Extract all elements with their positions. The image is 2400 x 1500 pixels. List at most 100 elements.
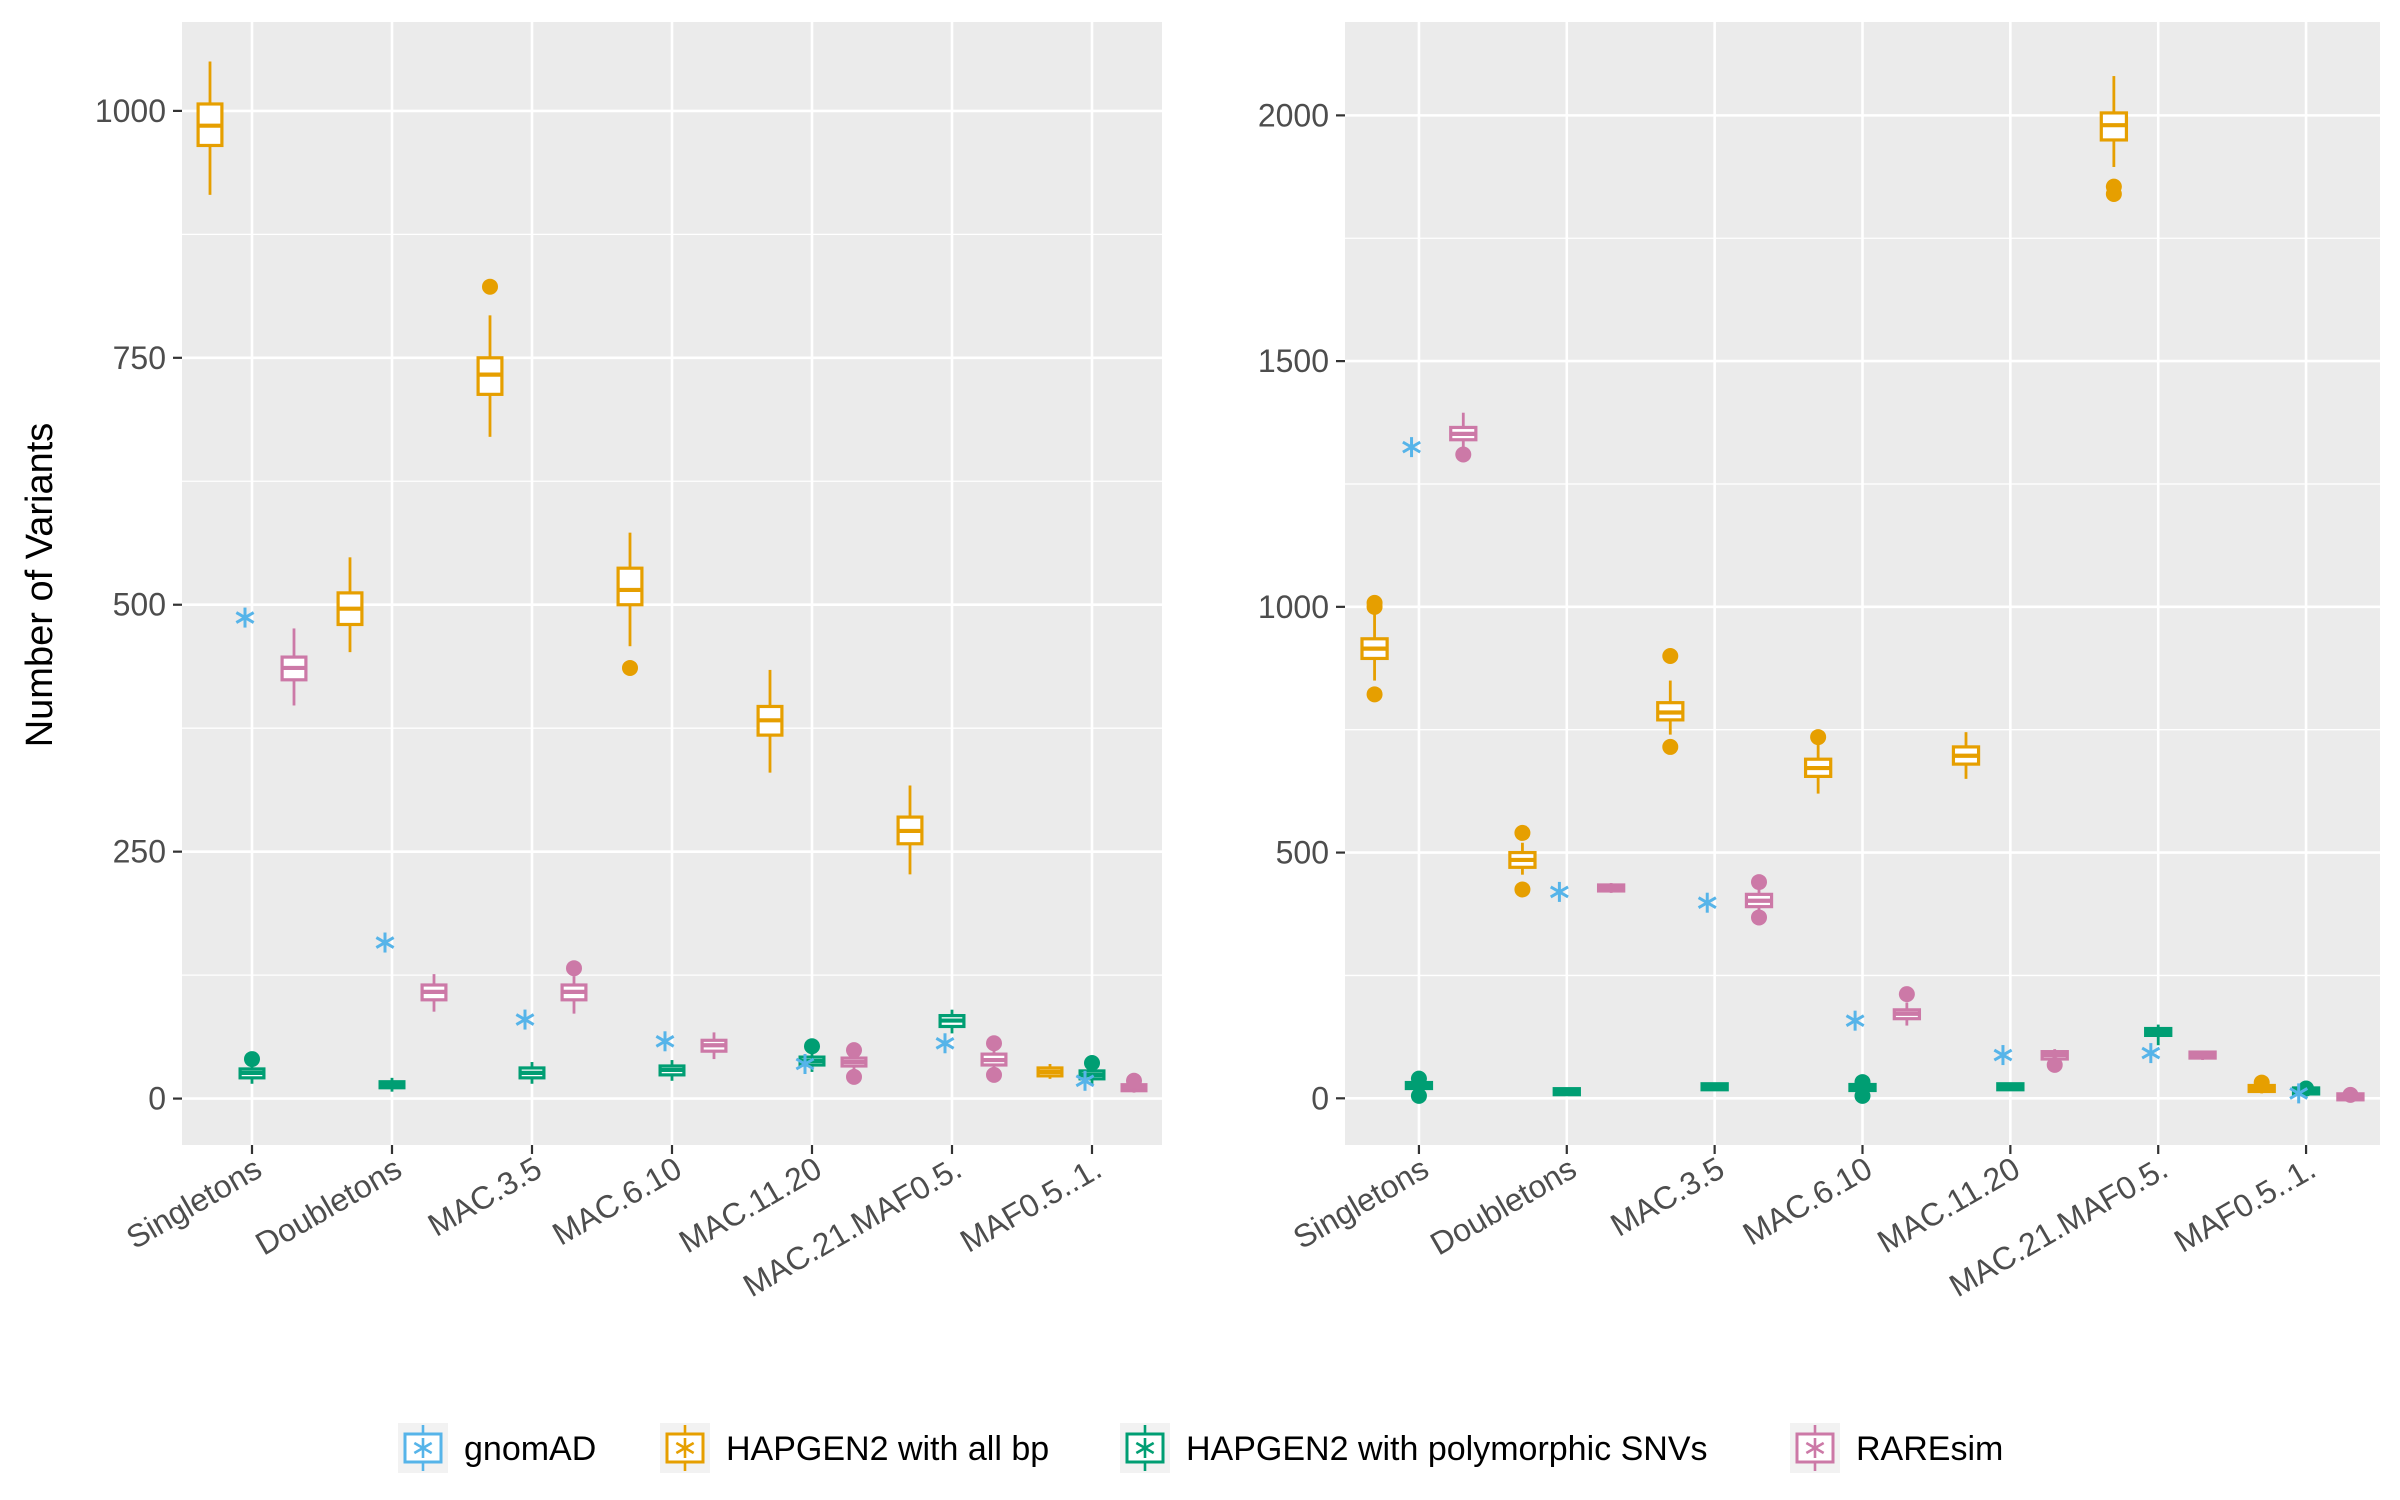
panel2-box-hapgen2-with-all-bp bbox=[2247, 1074, 2276, 1094]
outlier-point bbox=[2342, 1086, 2359, 1103]
panel1-x-tick-label: Singletons bbox=[120, 1150, 267, 1256]
panel2-box-hapgen2-with-polymorphic-snvs bbox=[2144, 1024, 2173, 1046]
outlier-point bbox=[1084, 1055, 1100, 1072]
outlier-point bbox=[482, 278, 498, 295]
asterisk-stroke bbox=[235, 611, 255, 624]
outlier-point bbox=[1751, 909, 1767, 926]
asterisk-icon bbox=[675, 1438, 695, 1458]
outlier-point bbox=[1854, 1074, 1871, 1091]
outlier-point bbox=[804, 1038, 820, 1055]
panel1-x-tick-label: MAC.6.10 bbox=[546, 1150, 687, 1252]
asterisk-stroke bbox=[413, 1441, 433, 1455]
legend-item-hapgen2-with-all-bp: HAPGEN2 with all bp bbox=[660, 1423, 1049, 1473]
panel2-gnomad-point bbox=[1402, 437, 1421, 458]
outlier-point bbox=[1514, 881, 1531, 898]
panel2-box-raresim bbox=[1744, 874, 1774, 926]
panel2-y-tick-label: 1500 bbox=[1258, 343, 1329, 379]
asterisk-icon bbox=[413, 1438, 433, 1458]
outlier-point bbox=[566, 960, 582, 977]
outlier-point bbox=[1854, 1087, 1871, 1104]
panel1-box-hapgen2-with-polymorphic-snvs bbox=[658, 1060, 686, 1081]
panel1-box-raresim bbox=[280, 628, 308, 706]
panel2-box-raresim bbox=[2188, 1050, 2217, 1060]
panel1-y-tick-label: 500 bbox=[113, 587, 166, 623]
asterisk-stroke bbox=[515, 1013, 535, 1026]
panel1-box-hapgen2-with-polymorphic-snvs bbox=[938, 1009, 966, 1034]
outlier-point bbox=[244, 1051, 260, 1068]
outlier-point bbox=[1662, 738, 1679, 755]
asterisk-stroke bbox=[2289, 1087, 2309, 1100]
outlier-point bbox=[1126, 1072, 1142, 1089]
legend-label: HAPGEN2 with all bp bbox=[726, 1430, 1049, 1468]
panel1-gnomad-point bbox=[375, 932, 395, 953]
panel2-box-raresim bbox=[2336, 1086, 2365, 1103]
panel1-box-hapgen2-with-all-bp bbox=[196, 61, 224, 195]
asterisk-stroke bbox=[1135, 1441, 1155, 1455]
asterisk-stroke bbox=[1075, 1074, 1095, 1088]
panel2-box-hapgen2-with-polymorphic-snvs bbox=[1552, 1087, 1581, 1097]
box-body bbox=[616, 566, 644, 607]
outlier-point bbox=[1455, 446, 1472, 463]
outlier-point bbox=[1898, 986, 1915, 1003]
panel1-box-raresim bbox=[560, 960, 588, 1014]
panel2-box-hapgen2-with-all-bp bbox=[1803, 729, 1833, 794]
legend-item-hapgen2-with-polymorphic-snvs: HAPGEN2 with polymorphic SNVs bbox=[1120, 1423, 1708, 1473]
panel2-box-hapgen2-with-polymorphic-snvs bbox=[1700, 1082, 1729, 1092]
asterisk-stroke bbox=[1805, 1441, 1825, 1455]
asterisk-icon bbox=[1135, 1438, 1155, 1458]
panel1-box-raresim bbox=[840, 1042, 868, 1085]
panel2-gnomad-point bbox=[1993, 1045, 2013, 1066]
outlier-point bbox=[1410, 1070, 1427, 1087]
panel1-y-tick-label: 1000 bbox=[95, 93, 166, 129]
panel2-gnomad-point bbox=[2141, 1043, 2161, 1064]
panel1-x-tick-label: MAF0.5..1. bbox=[954, 1150, 1108, 1259]
legend-item-raresim: RAREsim bbox=[1790, 1423, 2003, 1473]
panel2-y-tick-label: 2000 bbox=[1258, 97, 1329, 133]
panel1-gnomad-point bbox=[935, 1033, 955, 1054]
panel2-x-tick-label: MAC.3.5 bbox=[1604, 1150, 1730, 1243]
panel2-box-hapgen2-with-polymorphic-snvs bbox=[1848, 1074, 1877, 1104]
panel1-x-tick-label: Doubletons bbox=[249, 1150, 407, 1262]
panel2-box-hapgen2-with-all-bp bbox=[1508, 824, 1537, 898]
asterisk-stroke bbox=[2141, 1046, 2161, 1060]
asterisk-stroke bbox=[1845, 1014, 1865, 1027]
panel2-y-tick-label: 500 bbox=[1276, 835, 1329, 871]
asterisk-stroke bbox=[655, 1034, 675, 1048]
outlier-point bbox=[1662, 647, 1679, 664]
outlier-point bbox=[1410, 1087, 1427, 1104]
outlier-point bbox=[846, 1068, 862, 1085]
panel2-box-raresim bbox=[1596, 883, 1626, 893]
asterisk-icon bbox=[1805, 1438, 1825, 1458]
panel2-box-hapgen2-with-all-bp bbox=[1360, 594, 1389, 703]
panel2-gnomad-point bbox=[1549, 881, 1569, 902]
outlier-point bbox=[1810, 729, 1827, 746]
panel2-box-raresim bbox=[2040, 1049, 2069, 1073]
asterisk-stroke bbox=[1993, 1048, 2013, 1062]
outlier-point bbox=[1366, 598, 1383, 615]
panel1-box-hapgen2-with-polymorphic-snvs bbox=[518, 1062, 546, 1084]
asterisk-stroke bbox=[1697, 896, 1717, 910]
panel1-box-hapgen2-with-all-bp bbox=[336, 557, 364, 653]
outlier-point bbox=[986, 1035, 1002, 1052]
outlier-point bbox=[986, 1066, 1002, 1083]
panel1-box-hapgen2-with-all-bp bbox=[616, 532, 644, 676]
asterisk-stroke bbox=[1402, 440, 1421, 454]
legend-label: RAREsim bbox=[1856, 1430, 2003, 1468]
panel1-y-tick-label: 0 bbox=[148, 1081, 166, 1117]
panel1-box-hapgen2-with-all-bp bbox=[756, 669, 784, 773]
panel2-box-hapgen2-with-all-bp bbox=[1951, 732, 1981, 779]
panel1-gnomad-point bbox=[1075, 1070, 1095, 1091]
panel2-gnomad-point bbox=[1845, 1010, 1865, 1031]
panel2-box-hapgen2-with-all-bp bbox=[2099, 76, 2129, 203]
panel1-box-raresim bbox=[420, 974, 448, 1012]
panel1-x-tick-label: MAC.3.5 bbox=[422, 1150, 548, 1243]
panel1-box-raresim bbox=[980, 1035, 1008, 1083]
outlier-point bbox=[2046, 1056, 2063, 1073]
panel2-x-tick-label: Singletons bbox=[1287, 1150, 1434, 1256]
asterisk-stroke bbox=[795, 1057, 815, 1071]
outlier-point bbox=[2253, 1074, 2270, 1091]
outlier-point bbox=[1514, 824, 1531, 841]
outlier-point bbox=[1751, 874, 1767, 891]
